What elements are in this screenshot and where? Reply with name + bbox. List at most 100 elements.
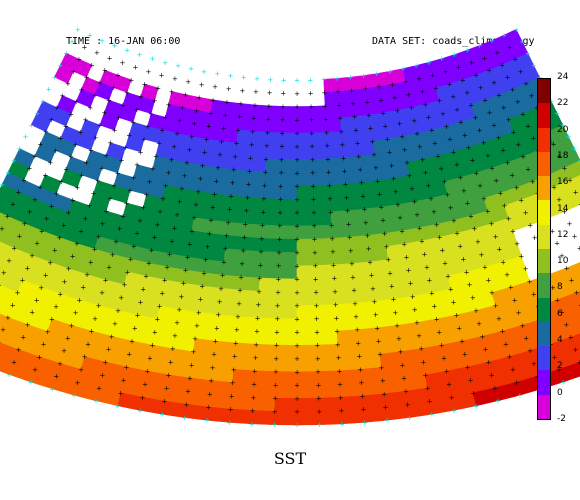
grid-marker: +: [187, 240, 193, 248]
grid-marker: +: [29, 309, 35, 317]
grid-marker: +: [460, 76, 466, 84]
grid-marker: +: [250, 407, 256, 415]
grid-marker: +: [520, 153, 526, 161]
grid-marker: +: [577, 157, 580, 165]
grid-marker: +: [346, 220, 352, 228]
grid-marker: +: [530, 135, 536, 143]
grid-marker: +: [66, 265, 72, 273]
grid-marker: +: [445, 191, 451, 199]
grid-marker: +: [115, 402, 121, 410]
grid-marker: +: [159, 289, 165, 297]
grid-marker: +: [118, 389, 124, 397]
grid-marker: +: [364, 232, 370, 240]
grid-marker: +: [251, 115, 257, 123]
grid-marker: +: [428, 195, 434, 203]
grid-marker: +: [22, 220, 28, 228]
grid-marker: +: [263, 155, 269, 163]
grid-marker: +: [392, 309, 398, 317]
grid-marker: +: [94, 49, 100, 57]
grid-marker: +: [115, 307, 121, 315]
grid-marker: +: [58, 178, 64, 186]
grid-marker: +: [281, 76, 287, 84]
colorbar-tick-label: 0: [557, 387, 563, 398]
grid-marker: +: [355, 339, 361, 347]
grid-marker: +: [491, 122, 497, 130]
grid-marker: +: [354, 326, 360, 334]
grid-marker: +: [518, 68, 524, 76]
grid-marker: +: [513, 26, 519, 34]
grid-marker: +: [145, 68, 151, 76]
grid-marker: +: [412, 198, 418, 206]
grid-marker: +: [554, 296, 560, 304]
grid-marker: +: [63, 123, 69, 131]
grid-marker: +: [573, 289, 579, 297]
grid-marker: +: [88, 147, 94, 155]
grid-marker: +: [254, 75, 260, 83]
grid-marker: +: [485, 276, 491, 284]
grid-marker: +: [124, 47, 130, 55]
grid-marker: +: [344, 194, 350, 202]
grid-marker: +: [309, 143, 315, 151]
grid-marker: +: [351, 287, 357, 295]
grid-marker: +: [113, 238, 119, 246]
grid-marker: +: [510, 366, 516, 374]
grid-marker: +: [272, 395, 278, 403]
colorbar-swatch: [538, 297, 550, 322]
grid-marker: +: [161, 398, 167, 406]
grid-marker: +: [52, 246, 58, 254]
grid-marker: +: [519, 322, 525, 330]
grid-marker: +: [247, 168, 253, 176]
grid-marker: +: [135, 312, 141, 320]
grid-marker: +: [164, 263, 170, 271]
grid-marker: +: [6, 257, 12, 265]
grid-marker: +: [57, 360, 63, 368]
grid-marker: +: [432, 140, 438, 148]
grid-marker: +: [73, 98, 79, 106]
grid-marker: +: [278, 182, 284, 190]
grid-marker: +: [294, 262, 300, 270]
grid-marker: +: [197, 175, 203, 183]
grid-marker: +: [391, 175, 397, 183]
grid-marker: +: [294, 236, 300, 244]
colorbar-swatch: [538, 346, 550, 371]
grid-marker: +: [260, 222, 266, 230]
grid-marker: +: [48, 116, 54, 124]
grid-marker: +: [345, 207, 351, 215]
grid-marker: +: [228, 406, 234, 414]
grid-marker: +: [422, 101, 428, 109]
grid-marker: +: [250, 394, 256, 402]
grid-marker: +: [454, 230, 460, 238]
grid-marker: +: [389, 283, 395, 291]
sst-cell: [561, 305, 580, 326]
grid-marker: +: [267, 76, 273, 84]
grid-marker: +: [489, 220, 495, 228]
grid-marker: +: [315, 368, 321, 376]
grid-marker: +: [261, 195, 267, 203]
grid-marker: +: [168, 358, 174, 366]
grid-marker: +: [532, 234, 538, 242]
grid-marker: +: [436, 329, 442, 337]
grid-marker: +: [275, 302, 281, 310]
grid-marker: +: [475, 238, 481, 246]
grid-marker: +: [294, 143, 300, 151]
grid-marker: +: [177, 117, 183, 125]
grid-marker: +: [93, 397, 99, 405]
grid-marker: +: [264, 142, 270, 150]
grid-marker: +: [174, 319, 180, 327]
grid-marker: +: [523, 209, 529, 217]
grid-marker: +: [418, 345, 424, 353]
grid-marker: +: [563, 321, 569, 329]
colorbar-swatch: [538, 321, 550, 347]
grid-marker: +: [451, 299, 457, 307]
grid-marker: +: [246, 181, 252, 189]
grid-marker: +: [116, 114, 122, 122]
grid-marker: +: [0, 281, 2, 289]
grid-marker: +: [316, 381, 322, 389]
grid-marker: +: [429, 127, 435, 135]
grid-marker: +: [255, 301, 261, 309]
grid-marker: +: [513, 379, 519, 387]
grid-marker: +: [419, 237, 425, 245]
grid-marker: +: [439, 247, 445, 255]
grid-marker: +: [506, 353, 512, 361]
grid-marker: +: [248, 154, 254, 162]
